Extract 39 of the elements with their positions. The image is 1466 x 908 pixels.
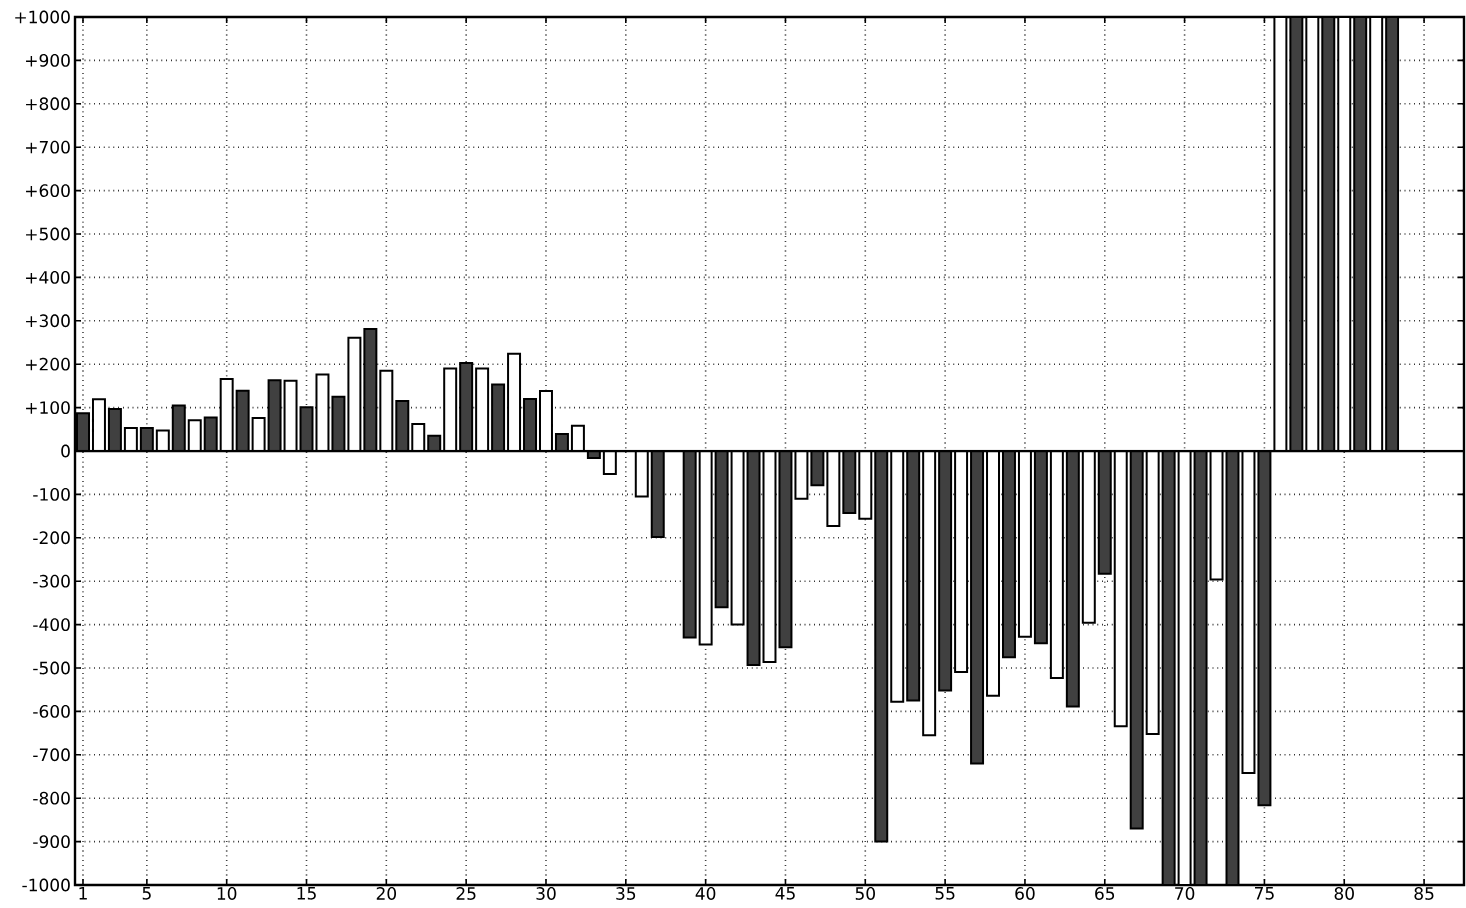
x-tick-label: 20 [376,887,397,900]
y-tick-label: +500 [26,227,70,241]
x-tick-label: 5 [142,887,151,900]
x-tick-label: 65 [1095,887,1115,900]
y-tick-label: +400 [26,270,70,284]
y-tick-label: -1000 [22,878,70,892]
y-tick-label: +100 [26,401,70,415]
x-tick-label: 25 [456,887,476,900]
y-tick-label: +600 [26,184,70,198]
y-tick-label: +200 [26,357,70,371]
y-tick-label: -900 [33,835,70,849]
y-tick-label: -400 [33,618,70,632]
y-tick-label: +300 [26,314,70,328]
y-tick-label: 0 [61,444,70,458]
x-tick-label: 1 [79,887,87,900]
y-tick-label: +700 [26,140,70,154]
y-tick-label: -100 [33,487,70,501]
x-tick-label: 30 [536,887,556,900]
x-tick-label: 15 [297,887,316,900]
y-tick-label: +1000 [15,10,70,24]
y-tick-label: -300 [33,574,70,588]
y-tick-label: +900 [26,53,70,67]
y-tick-label: +800 [26,97,70,111]
x-tick-label: 60 [1015,887,1035,900]
y-tick-label: -200 [33,531,70,545]
x-tick-label: 55 [935,887,955,900]
x-tick-label: 40 [695,887,716,900]
x-tick-label: 85 [1414,887,1434,900]
x-tick-label: 70 [1175,887,1195,900]
x-tick-label: 10 [217,887,237,900]
y-tick-label: -600 [33,704,70,718]
x-tick-label: 50 [855,887,875,900]
x-tick-label: 45 [775,887,795,900]
x-tick-label: 75 [1254,887,1274,900]
y-tick-label: -800 [33,791,70,805]
x-tick-label: 35 [616,887,636,900]
y-tick-label: -700 [33,748,70,762]
x-tick-label: 80 [1334,887,1354,900]
y-tick-label: -500 [33,661,70,675]
